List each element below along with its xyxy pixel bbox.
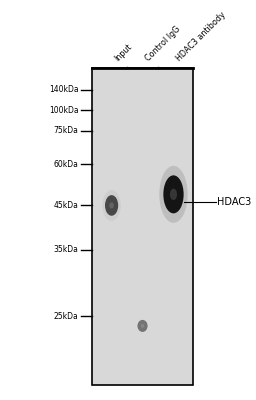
Ellipse shape xyxy=(102,190,121,221)
Text: Input: Input xyxy=(113,42,134,63)
Text: 45kDa: 45kDa xyxy=(54,201,79,210)
Ellipse shape xyxy=(135,317,150,335)
Bar xyxy=(92,68,193,384)
Text: HDAC3: HDAC3 xyxy=(217,197,252,207)
Text: 60kDa: 60kDa xyxy=(54,160,79,169)
Ellipse shape xyxy=(137,320,148,332)
Text: 75kDa: 75kDa xyxy=(54,126,79,136)
Text: HDAC3 antibody: HDAC3 antibody xyxy=(175,10,228,63)
Ellipse shape xyxy=(170,189,177,200)
Ellipse shape xyxy=(163,175,184,213)
Ellipse shape xyxy=(159,166,188,223)
Text: 35kDa: 35kDa xyxy=(54,245,79,254)
Ellipse shape xyxy=(105,195,118,216)
Text: 100kDa: 100kDa xyxy=(49,106,79,115)
Text: Control IgG: Control IgG xyxy=(144,24,182,63)
Ellipse shape xyxy=(141,324,144,328)
Ellipse shape xyxy=(109,202,114,208)
Text: 25kDa: 25kDa xyxy=(54,312,79,321)
Text: 140kDa: 140kDa xyxy=(49,85,79,94)
